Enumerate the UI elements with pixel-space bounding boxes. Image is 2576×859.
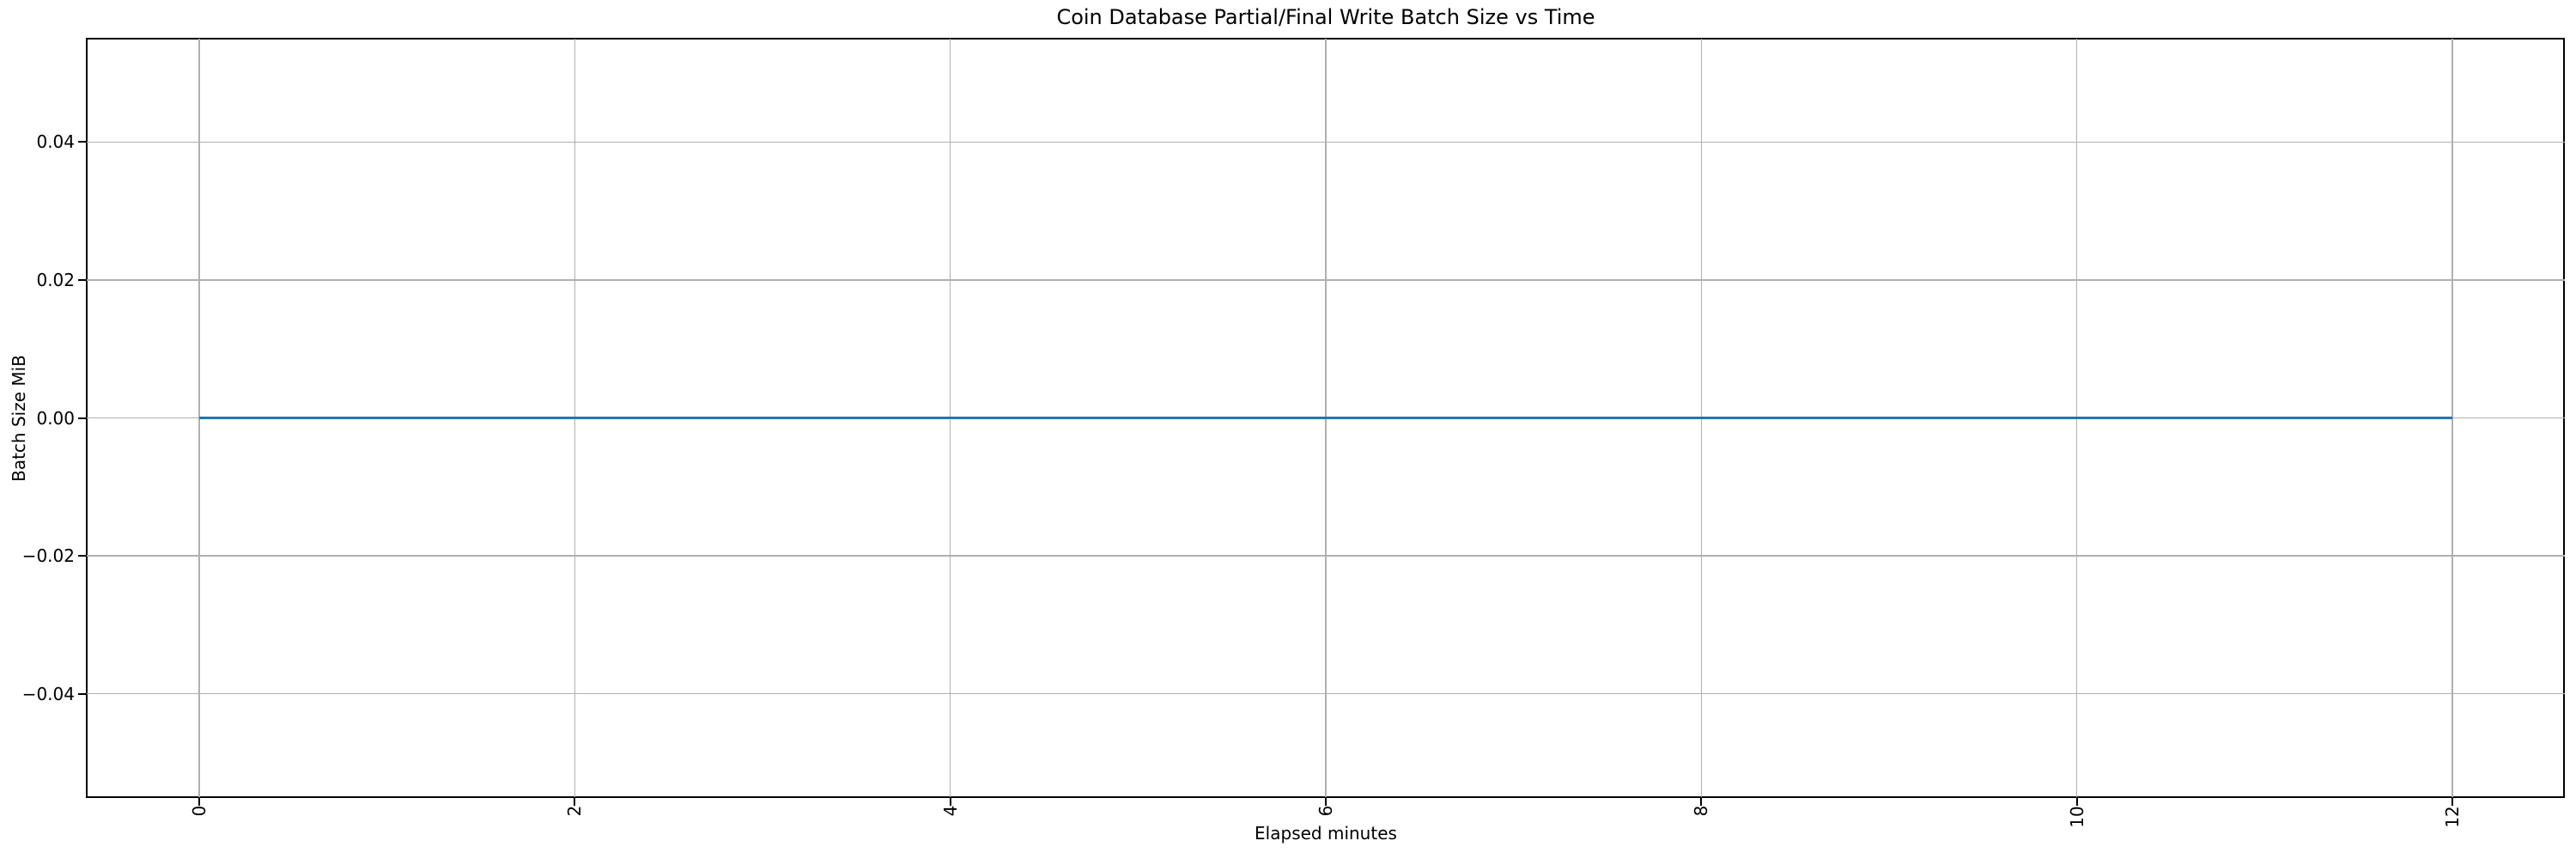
y-tick-mark: [78, 141, 86, 143]
y-gridline: [87, 279, 2565, 281]
y-gridline: [87, 555, 2565, 557]
y-tick-mark: [78, 692, 86, 695]
x-tick-label: 8: [1691, 805, 1712, 817]
x-tick-label: 2: [564, 805, 586, 817]
y-gridline: [87, 692, 2565, 695]
y-tick-label: −0.04: [21, 683, 75, 704]
y-tick-label: 0.02: [36, 269, 75, 290]
x-tick-mark: [198, 798, 201, 806]
x-tick-mark: [2075, 798, 2078, 806]
series-line-write-batch-size: [199, 417, 2452, 419]
x-tick-label: 4: [939, 805, 961, 817]
x-tick-mark: [1700, 798, 1703, 806]
y-axis-label: Batch Size MiB: [9, 354, 29, 482]
y-tick-label: −0.02: [21, 545, 75, 567]
y-tick-mark: [78, 278, 86, 281]
x-tick-mark: [1325, 798, 1327, 806]
y-tick-mark: [78, 555, 86, 557]
y-tick-mark: [78, 417, 86, 419]
x-axis-label: Elapsed minutes: [1255, 823, 1397, 844]
x-tick-label: 6: [1315, 805, 1336, 817]
y-tick-label: 0.00: [36, 407, 75, 429]
y-tick-label: 0.04: [36, 131, 75, 153]
x-tick-label: 0: [189, 805, 210, 817]
y-gridline: [87, 141, 2565, 143]
x-tick-mark: [2451, 798, 2453, 806]
chart-title: Coin Database Partial/Final Write Batch …: [1056, 5, 1595, 29]
x-tick-mark: [574, 798, 576, 806]
x-tick-mark: [949, 798, 951, 806]
